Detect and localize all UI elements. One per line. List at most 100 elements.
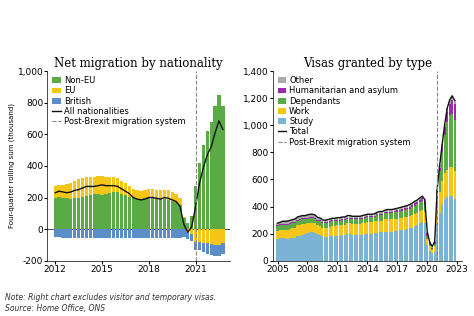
Bar (89, 195, 92, 229)
Bar (369, 217, 371, 222)
Bar (327, 220, 328, 222)
Bar (306, 219, 309, 223)
Bar (276, 239, 279, 261)
Bar (167, 190, 170, 200)
Bar (386, 219, 388, 232)
Bar (304, 219, 306, 224)
Bar (416, 204, 418, 213)
Bar (438, 192, 441, 213)
Bar (416, 200, 418, 202)
Bar (124, 183, 127, 195)
Bar (151, 229, 155, 238)
Bar (120, 229, 123, 238)
Bar (301, 216, 303, 218)
Bar (151, 189, 155, 198)
Bar (419, 198, 421, 200)
Bar (132, 229, 135, 238)
Bar (394, 212, 396, 219)
Bar (309, 232, 311, 261)
Bar (81, 229, 84, 238)
Bar (448, 196, 451, 261)
Bar (186, 223, 190, 229)
Bar (409, 216, 411, 228)
Bar (92, 177, 96, 194)
Bar (96, 229, 100, 238)
Bar (317, 226, 319, 234)
Bar (369, 222, 371, 234)
Bar (292, 222, 293, 223)
Bar (282, 221, 283, 224)
Bar (344, 225, 346, 235)
Bar (311, 223, 313, 232)
Bar (299, 236, 301, 261)
Bar (411, 205, 413, 207)
Bar (218, 245, 220, 256)
Bar (349, 223, 351, 234)
Bar (419, 203, 421, 211)
Bar (218, 95, 220, 229)
Bar (276, 223, 279, 225)
Bar (409, 209, 411, 216)
Bar (163, 229, 166, 238)
Bar (339, 218, 341, 220)
Bar (351, 235, 354, 261)
Bar (421, 210, 423, 222)
Bar (454, 120, 456, 171)
Bar (356, 235, 358, 261)
Bar (399, 210, 401, 211)
Bar (421, 222, 423, 261)
Bar (409, 228, 411, 261)
Bar (276, 225, 279, 226)
Bar (349, 216, 351, 218)
Bar (384, 212, 386, 213)
Bar (167, 200, 170, 229)
Bar (376, 233, 378, 261)
Bar (414, 206, 416, 214)
Bar (89, 229, 92, 238)
Bar (401, 209, 403, 210)
Bar (221, 106, 225, 229)
Bar (289, 224, 291, 229)
Bar (61, 198, 64, 229)
Bar (321, 236, 323, 261)
Bar (446, 108, 448, 112)
Bar (361, 219, 364, 223)
Bar (73, 229, 76, 238)
Bar (341, 220, 344, 225)
Bar (414, 201, 416, 204)
Bar (346, 216, 348, 218)
Bar (279, 226, 281, 230)
Bar (438, 165, 441, 167)
Bar (194, 229, 197, 242)
Bar (424, 199, 426, 202)
Bar (339, 220, 341, 221)
Bar (438, 167, 441, 171)
Bar (143, 190, 146, 198)
Bar (364, 234, 366, 261)
Bar (436, 191, 438, 194)
Bar (284, 229, 286, 238)
Bar (112, 192, 115, 229)
Bar (210, 122, 213, 229)
Bar (359, 235, 361, 261)
Bar (299, 220, 301, 225)
Bar (319, 220, 321, 222)
Bar (163, 190, 166, 199)
Bar (414, 214, 416, 226)
Bar (136, 199, 139, 229)
Bar (294, 223, 296, 228)
Bar (371, 234, 374, 261)
Bar (366, 222, 368, 234)
Bar (451, 196, 453, 261)
Bar (446, 122, 448, 170)
Bar (366, 234, 368, 261)
Bar (396, 231, 398, 261)
Bar (369, 216, 371, 217)
Bar (289, 238, 291, 261)
Bar (327, 237, 328, 261)
Bar (182, 217, 185, 218)
Bar (384, 232, 386, 261)
Bar (65, 198, 69, 229)
Bar (389, 211, 391, 213)
Bar (324, 222, 326, 223)
